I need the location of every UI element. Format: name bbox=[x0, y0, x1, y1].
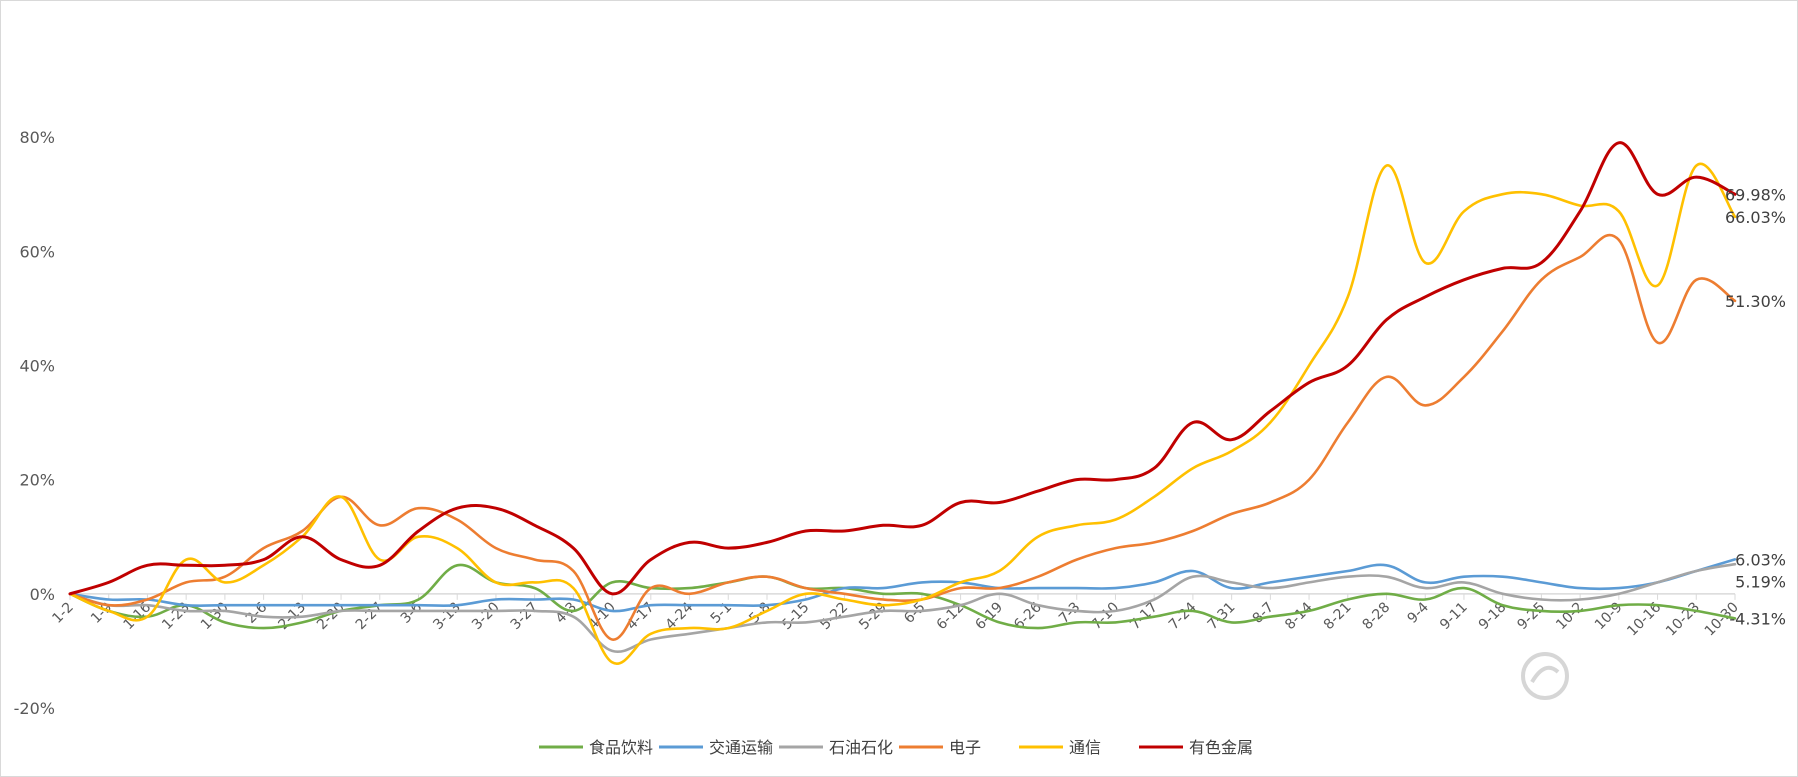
legend-label: 石油石化 bbox=[829, 738, 893, 757]
series-line-1 bbox=[68, 558, 1737, 613]
legend-item: 电子 bbox=[899, 738, 981, 757]
legend-label: 食品饮料 bbox=[589, 738, 653, 757]
y-tick-label: 0% bbox=[30, 585, 55, 604]
end-value-label: 66.03% bbox=[1725, 208, 1786, 227]
series-line-2 bbox=[68, 562, 1737, 654]
legend-label: 电子 bbox=[949, 738, 981, 757]
y-axis: -20% 0% 20% 40% 60% 80% bbox=[14, 128, 55, 718]
tiger-logo-icon bbox=[1521, 652, 1569, 700]
series-layer bbox=[68, 141, 1737, 665]
y-tick-label: 40% bbox=[19, 356, 55, 375]
y-tick-label: 80% bbox=[19, 128, 55, 147]
legend-label: 通信 bbox=[1069, 738, 1101, 757]
y-tick-label: 20% bbox=[19, 471, 55, 490]
legend-item: 食品饮料 bbox=[539, 738, 653, 757]
legend-item: 通信 bbox=[1019, 738, 1101, 757]
series-line-4 bbox=[68, 162, 1737, 665]
legend-item: 有色金属 bbox=[1139, 738, 1253, 757]
end-value-label: 6.03% bbox=[1735, 550, 1786, 569]
series-line-5 bbox=[68, 141, 1737, 596]
y-tick-label: 60% bbox=[19, 242, 55, 261]
end-value-label: 69.98% bbox=[1725, 185, 1786, 204]
end-labels: 69.98% 66.03% 51.30% 6.03% 5.19% -4.31% bbox=[1725, 185, 1786, 628]
y-tick-label: -20% bbox=[14, 699, 55, 718]
end-value-label: 51.30% bbox=[1725, 292, 1786, 311]
end-value-label: 5.19% bbox=[1735, 572, 1786, 591]
legend-label: 有色金属 bbox=[1189, 738, 1253, 757]
legend: 食品饮料 交通运输 石油石化 电子 通信 有色金属 bbox=[539, 738, 1253, 757]
legend-label: 交通运输 bbox=[709, 738, 773, 757]
legend-item: 交通运输 bbox=[659, 738, 773, 757]
end-value-label: -4.31% bbox=[1729, 609, 1786, 628]
watermark bbox=[1521, 652, 1569, 700]
legend-item: 石油石化 bbox=[779, 738, 893, 757]
tiger-logo-swirl-icon bbox=[1530, 665, 1560, 684]
